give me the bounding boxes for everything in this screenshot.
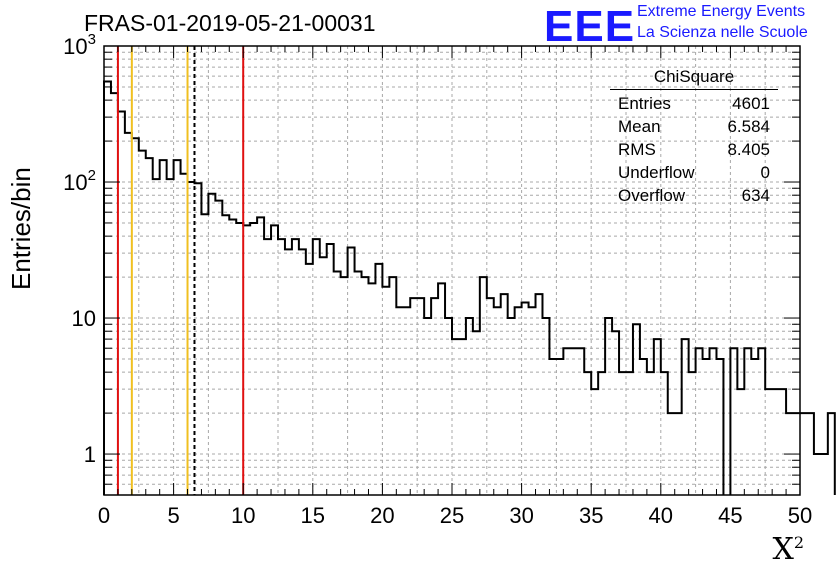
x-tick-label: 0	[98, 503, 110, 528]
y-tick-label: 102	[63, 167, 96, 195]
stats-row-entries: Entries 4601	[618, 94, 770, 113]
histogram-series	[103, 80, 836, 495]
logo-line-2: La Scienza nelle Scuole	[637, 24, 808, 41]
y-tick-label: 10	[72, 306, 96, 331]
plot-title: FRAS-01-2019-05-21-00031	[84, 10, 376, 36]
y-tick-label: 103	[63, 31, 96, 59]
x-tick-label: 5	[167, 503, 179, 528]
x-tick-label: 10	[231, 503, 255, 528]
x-tick-label: 15	[301, 503, 325, 528]
y-tick-label: 1	[84, 442, 96, 467]
stats-row-mean: Mean 6.584	[618, 117, 770, 136]
stats-name: ChiSquare	[610, 67, 778, 90]
x-tick-label: 50	[788, 503, 812, 528]
x-tick-label: 35	[579, 503, 603, 528]
x-tick-label: 45	[718, 503, 742, 528]
stats-row-overflow: Overflow 634	[618, 186, 770, 205]
x-axis-label: X2	[772, 532, 804, 567]
eee-logo: EEE	[544, 2, 636, 51]
stats-row-underflow: Underflow 0	[618, 163, 770, 182]
stats-row-rms: RMS 8.405	[618, 140, 770, 159]
x-tick-label: 20	[370, 503, 394, 528]
x-tick-label: 25	[440, 503, 464, 528]
x-tick-label: 40	[649, 503, 673, 528]
logo-line-1: Extreme Energy Events	[637, 3, 806, 20]
stats-box: ChiSquare Entries 4601 Mean 6.584 RMS 8.405…	[610, 67, 778, 207]
y-axis-label: Entries/bin	[6, 167, 36, 290]
x-tick-label: 30	[509, 503, 533, 528]
